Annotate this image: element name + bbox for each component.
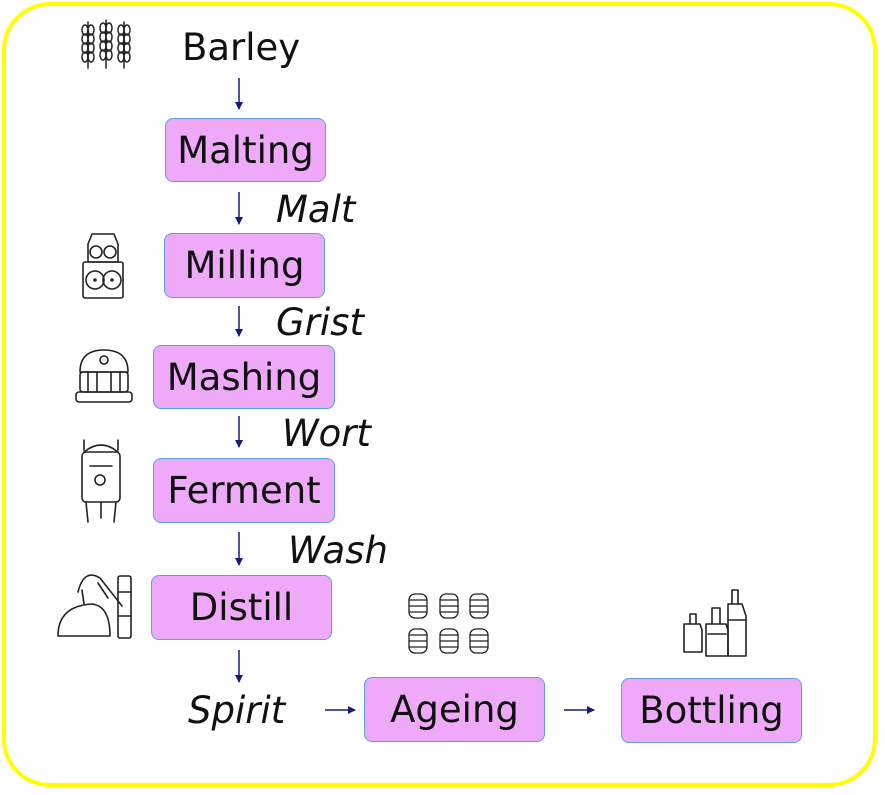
mashing-label: Mashing [166,355,322,399]
mill-icon [82,233,124,299]
diagram-frame [2,2,877,787]
bottles-icon [683,589,747,657]
ferment-step: Ferment [153,458,335,523]
bottling-label: Bottling [639,689,784,732]
barley-icon [81,19,131,69]
wash-label: Wash [288,529,388,572]
milling-step: Milling [164,233,325,298]
barrels-icon [408,593,489,654]
mash-tun-icon [75,349,133,403]
malting-label: Malting [177,128,314,172]
spirit-label: Spirit [188,689,286,732]
malt-label: Malt [276,188,356,231]
bottling-step: Bottling [621,678,802,743]
fermenter-icon [81,439,121,523]
mashing-step: Mashing [153,345,335,409]
ferment-label: Ferment [167,469,321,512]
pot-still-icon [57,574,132,639]
ageing-label: Ageing [390,688,519,731]
distill-label: Distill [189,586,294,629]
barley-label: Barley [182,26,301,69]
ageing-step: Ageing [364,677,545,742]
wort-label: Wort [282,412,371,455]
malting-step: Malting [165,118,326,182]
milling-label: Milling [184,244,305,287]
grist-label: Grist [276,301,364,344]
distill-step: Distill [151,575,332,640]
